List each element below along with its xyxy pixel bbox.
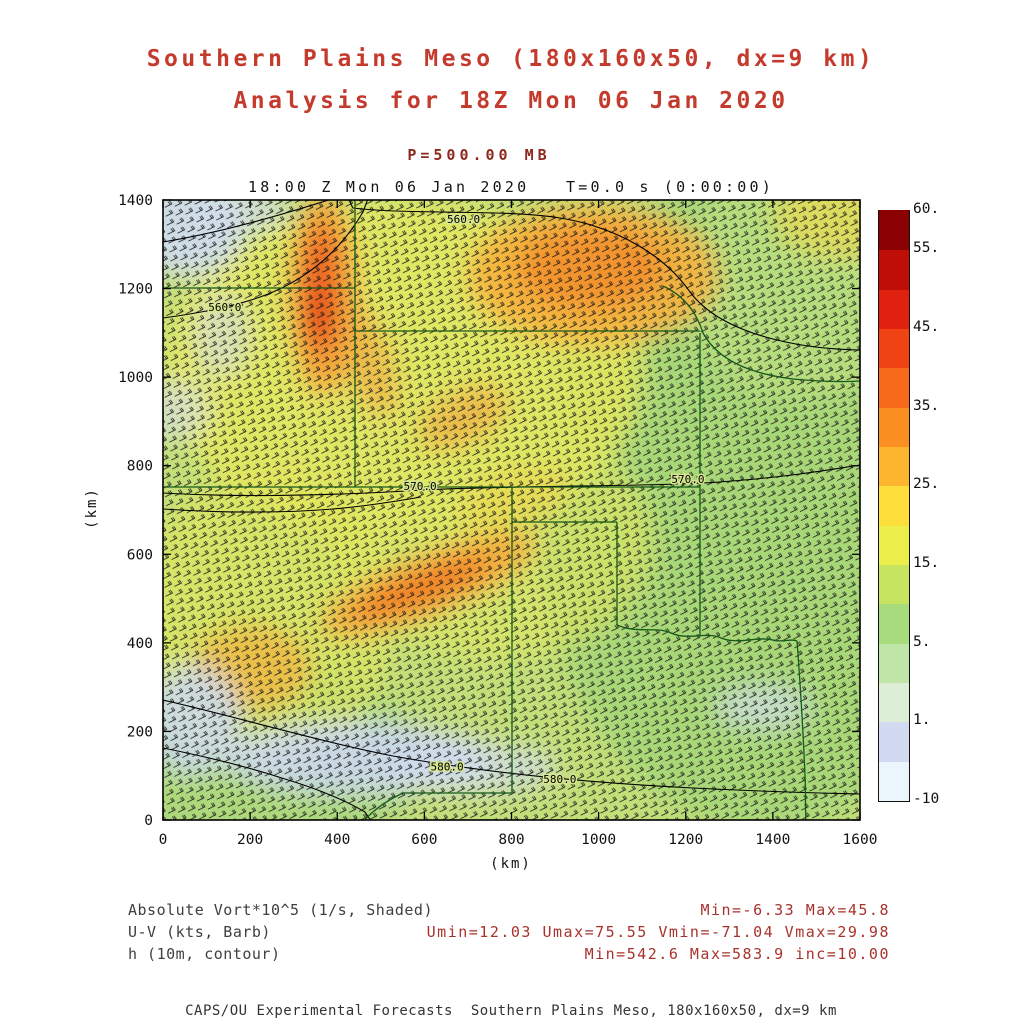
colorbar-cell [879, 249, 909, 290]
colorbar-cell [879, 564, 909, 605]
contour-label: 570.0 [403, 480, 436, 493]
colorbar-tick-label: 55. [913, 240, 940, 257]
contour-label: 560.0 [208, 301, 241, 314]
legend-barb-stats: Umin=12.03 Umax=75.55 Vmin=-71.04 Vmax=2… [426, 923, 890, 941]
x-tick-label: 600 [411, 832, 437, 848]
state-borders [163, 200, 860, 820]
plot-title: Southern Plains Meso (180x160x50, dx=9 k… [146, 46, 876, 72]
colorbar-cell [879, 761, 909, 801]
valid-time-label: 18:00 Z Mon 06 Jan 2020 T=0.0 s (0:00:00… [248, 178, 774, 196]
legend-shaded-label: Absolute Vort*10^5 (1/s, Shaded) [128, 901, 433, 919]
legend-barb-label: U-V (kts, Barb) [128, 923, 271, 941]
contour-label: 560.0 [447, 213, 480, 226]
x-axis-title: (km) [490, 856, 532, 872]
y-tick-label: 400 [127, 636, 153, 652]
colorbar-cell [879, 446, 909, 487]
y-tick-label: 1200 [118, 282, 153, 298]
colorbar-tick-label: 60. [913, 201, 940, 217]
colorbar-cell [879, 367, 909, 408]
x-tick-label: 1200 [668, 832, 703, 848]
footer-caption: CAPS/OU Experimental Forecasts Southern … [185, 1003, 837, 1019]
contour-label: 580.0 [430, 761, 463, 774]
colorbar-cell [879, 289, 909, 329]
y-tick-label: 1000 [118, 370, 153, 386]
x-tick-label: 400 [324, 832, 350, 848]
colorbar-cell [879, 721, 909, 762]
y-axis-title: (km) [84, 487, 100, 529]
colorbar [878, 210, 910, 802]
x-tick-label: 200 [237, 832, 263, 848]
colorbar-cell [879, 643, 909, 683]
map-plot-area: 0 200 400 600 800 1000 1200 1400 1600 0 200 400 600 8… [118, 193, 878, 848]
y-tick-label: 0 [144, 813, 153, 829]
colorbar-cell [879, 328, 909, 369]
colorbar-tick-label: 5. [913, 633, 931, 650]
legend-contour-label: h (10m, contour) [128, 945, 281, 963]
x-tick-label: 1600 [843, 832, 878, 848]
y-tick-label: 600 [127, 547, 153, 563]
colorbar-cell [879, 525, 909, 565]
colorbar-tick-label: 25. [913, 476, 940, 493]
legend-shaded-stats: Min=-6.33 Max=45.8 [700, 901, 890, 919]
contour-label: 570.0 [671, 473, 704, 486]
colorbar-tick-label: 35. [913, 397, 940, 414]
contour-label: 580.0 [543, 773, 576, 786]
legend-contour-stats: Min=542.6 Max=583.9 inc=10.00 [584, 945, 890, 963]
y-tick-label: 200 [127, 724, 153, 740]
colorbar-cell [879, 485, 909, 526]
colorbar-cell [879, 682, 909, 723]
x-tick-label: 0 [159, 832, 168, 848]
y-tick-label: 800 [127, 459, 153, 475]
x-tick-label: 1400 [755, 832, 790, 848]
y-tick-label: 1400 [118, 193, 153, 209]
pressure-level-label: P=500.00 MB [407, 146, 551, 164]
colorbar-cell [879, 210, 909, 251]
x-tick-label: 1000 [581, 832, 616, 848]
colorbar-tick-label: 45. [913, 319, 940, 335]
x-tick-label: 800 [498, 832, 524, 848]
colorbar-tick-label: 15. [913, 555, 940, 571]
colorbar-cell [879, 603, 909, 644]
colorbar-tick-label: 1. [913, 712, 931, 729]
colorbar-tick-label: -10 [913, 791, 940, 807]
plot-subtitle: Analysis for 18Z Mon 06 Jan 2020 [233, 88, 789, 114]
colorbar-cell [879, 407, 909, 447]
